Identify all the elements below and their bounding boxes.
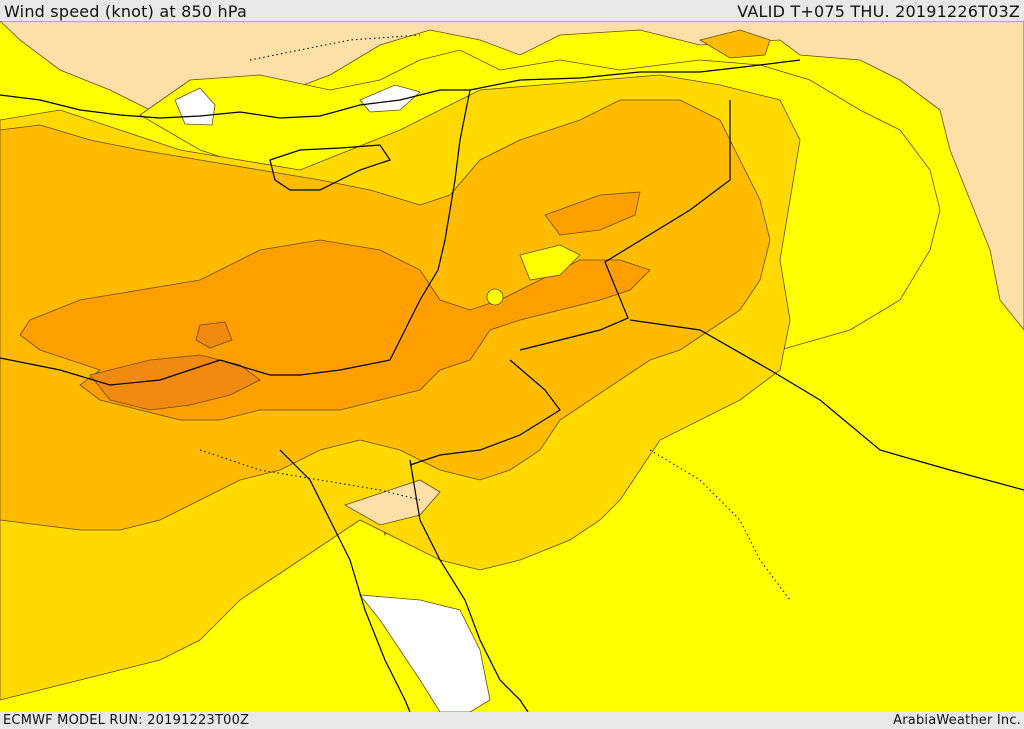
wind-zone-yellow-syria xyxy=(519,244,581,281)
coastline-red-sea-east xyxy=(409,459,529,712)
border-syria-iraq xyxy=(469,59,801,91)
coastline-cyprus xyxy=(269,144,391,191)
internal-boundary-south xyxy=(199,449,421,501)
border-iraq-saudi xyxy=(629,319,1024,491)
internal-boundary-east xyxy=(649,449,791,601)
model-run: ECMWF MODEL RUN: 20191223T00Z xyxy=(3,713,250,728)
map-title: Wind speed (knot) at 850 hPa xyxy=(4,1,248,21)
calm-patch-red-sea xyxy=(359,594,491,712)
map-footer: ECMWF MODEL RUN: 20191223T00Z ArabiaWeat… xyxy=(0,712,1024,729)
calm-patch-central xyxy=(359,84,421,113)
map-header: Wind speed (knot) at 850 hPa VALID T+075… xyxy=(0,0,1024,22)
calm-patch-jordan xyxy=(344,479,441,526)
wind-zone-amber-north xyxy=(698,29,771,59)
border-jordan xyxy=(519,100,731,351)
wind-zone-dark-orange-core xyxy=(195,321,233,349)
wind-zone-orange-syria xyxy=(544,191,641,236)
border-jordan-south xyxy=(409,359,561,466)
coastline-red-sea-west xyxy=(279,449,411,712)
credit: ArabiaWeather Inc. xyxy=(893,713,1021,728)
wind-speed-map xyxy=(0,21,1024,712)
coastline-turkey xyxy=(0,89,470,119)
wind-minimum-circle xyxy=(486,288,504,306)
coastline-egypt-north xyxy=(0,357,391,386)
wind-zone-dark-orange xyxy=(89,354,261,411)
coastline-eastern-med xyxy=(389,89,471,361)
valid-time: VALID T+075 THU. 20191226T03Z xyxy=(737,1,1020,21)
